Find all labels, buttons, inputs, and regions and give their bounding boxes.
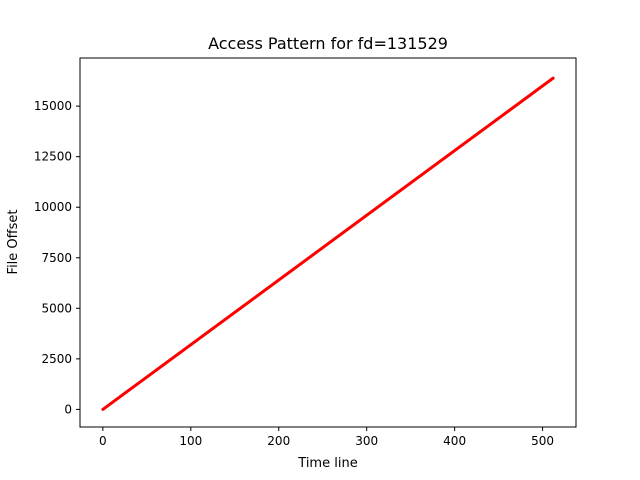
chart-title: Access Pattern for fd=131529 [208, 34, 448, 53]
x-tick-label: 100 [179, 434, 202, 448]
y-tick-label: 5000 [41, 301, 72, 315]
y-tick-label: 15000 [34, 99, 72, 113]
y-tick-label: 2500 [41, 352, 72, 366]
y-tick-label: 12500 [34, 150, 72, 164]
x-tick-label: 300 [355, 434, 378, 448]
y-tick-label: 0 [64, 402, 72, 416]
y-tick-label: 7500 [41, 251, 72, 265]
y-axis: 0 2500 5000 7500 10000 12500 15000 [34, 99, 80, 416]
y-tick-label: 10000 [34, 200, 72, 214]
x-tick-label: 500 [531, 434, 554, 448]
x-axis-label: Time line [297, 456, 357, 471]
series-line [101, 76, 555, 411]
plot-area [79, 57, 577, 428]
x-tick-label: 0 [99, 434, 107, 448]
series-layer [101, 76, 555, 411]
y-axis-label: File Offset [6, 210, 21, 275]
x-tick-label: 200 [267, 434, 290, 448]
x-axis: 0 100 200 300 400 500 [99, 427, 554, 448]
x-tick-label: 400 [443, 434, 466, 448]
